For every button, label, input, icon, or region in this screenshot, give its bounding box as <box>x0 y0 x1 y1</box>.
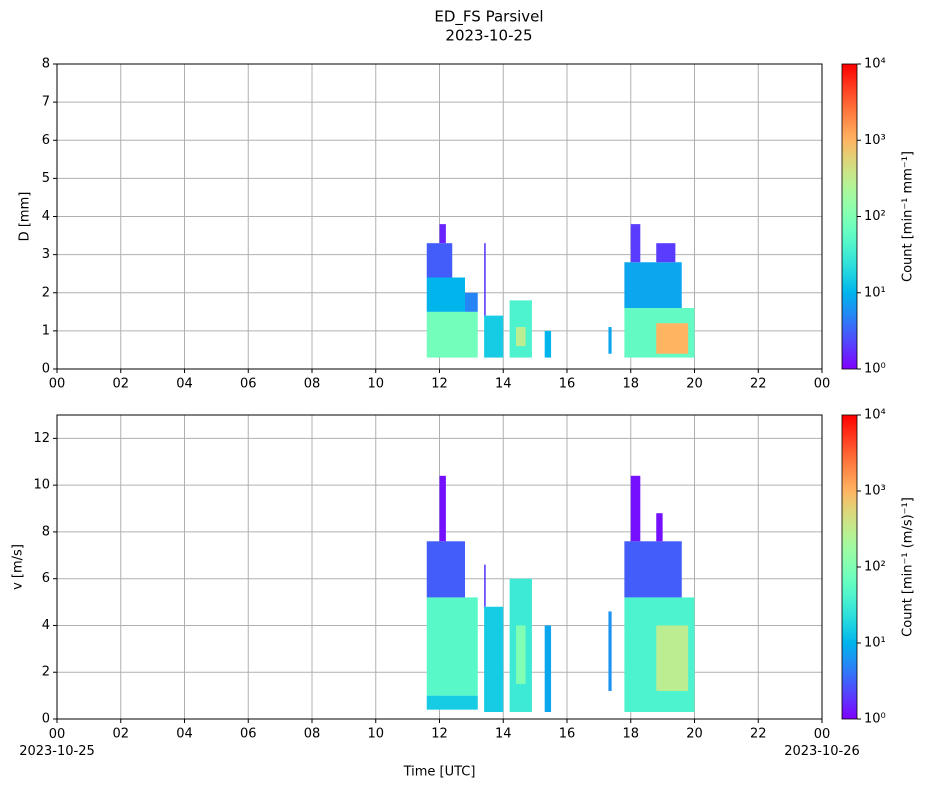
y-tick-label: 8 <box>42 524 50 539</box>
y-tick-label: 10 <box>33 478 50 493</box>
colorbar-label: Count [min⁻¹ (m/s)⁻¹] <box>901 497 916 637</box>
heatmap-cell <box>426 541 465 598</box>
y-tick-label: 0 <box>42 712 50 727</box>
heatmap-cell <box>516 625 526 684</box>
colorbar-tick-label: 10⁰ <box>864 712 886 727</box>
heatmap-cell <box>516 327 526 347</box>
y-tick-label: 5 <box>42 171 50 186</box>
heatmap-cell <box>426 311 478 358</box>
y-axis-label: D [mm] <box>18 192 33 242</box>
heatmap-cell <box>656 513 663 542</box>
heatmap-cell <box>484 606 504 712</box>
x-tick-label: 08 <box>304 727 321 742</box>
y-tick-label: 6 <box>42 571 50 586</box>
y-tick-label: 2 <box>42 285 50 300</box>
y-tick-label: 1 <box>42 323 50 338</box>
y-tick-label: 0 <box>42 362 50 377</box>
x-tick-label: 12 <box>431 727 448 742</box>
x-tick-label: 10 <box>367 727 384 742</box>
heatmap-cell <box>426 695 478 710</box>
x-tick-label: 10 <box>367 377 384 392</box>
heatmap-cell <box>426 597 478 696</box>
y-tick-label: 12 <box>33 431 50 446</box>
y-axis-label: v [m/s] <box>11 544 26 590</box>
colorbar-tick-label: 10⁴ <box>864 57 886 72</box>
x-tick-label: 20 <box>686 727 703 742</box>
colorbar-tick-label: 10¹ <box>864 636 886 651</box>
x-tick-label: 16 <box>559 727 576 742</box>
x-tick-label: 14 <box>495 377 512 392</box>
x-tick-label: 04 <box>176 727 193 742</box>
x-tick-label: 08 <box>304 377 321 392</box>
x-tick-label: 16 <box>559 377 576 392</box>
heatmap-cell <box>484 243 486 316</box>
heatmap-cell <box>465 292 478 312</box>
x-tick-label: 14 <box>495 727 512 742</box>
colorbar-tick-label: 10³ <box>864 484 886 499</box>
heatmap-cell <box>630 475 641 542</box>
heatmap-cell <box>656 323 689 354</box>
x-tick-label: 22 <box>750 377 767 392</box>
heatmap-cell <box>630 224 641 263</box>
heatmap-cell <box>484 315 504 358</box>
heatmap-cell <box>426 277 465 312</box>
heatmap-cell <box>656 243 676 263</box>
x-tick-label: 06 <box>240 727 257 742</box>
x-tick-label: 12 <box>431 377 448 392</box>
x-tick-label: 18 <box>622 377 639 392</box>
heatmap-cell <box>484 564 486 607</box>
colorbar-tick-label: 10⁰ <box>864 362 886 377</box>
colorbar <box>841 414 858 720</box>
heatmap-cell <box>426 243 453 278</box>
heatmap-cell <box>544 330 552 358</box>
heatmap-cell <box>608 327 612 354</box>
colorbar-tick-label: 10³ <box>864 133 886 148</box>
x-tick-label: 00 2023-10-25 <box>19 727 95 759</box>
x-tick-label: 18 <box>622 727 639 742</box>
colorbar <box>841 63 858 370</box>
colorbar-tick-label: 10² <box>864 209 886 224</box>
figure-subtitle: 2023-10-25 <box>445 27 532 45</box>
x-tick-label: 22 <box>750 727 767 742</box>
y-tick-label: 4 <box>42 618 50 633</box>
heatmap-cell <box>656 625 689 691</box>
y-tick-label: 2 <box>42 665 50 680</box>
x-tick-label: 00 2023-10-26 <box>784 727 860 759</box>
heatmap-cell <box>624 541 682 598</box>
heatmap-cell <box>439 475 446 542</box>
y-tick-label: 6 <box>42 133 50 148</box>
y-tick-label: 8 <box>42 57 50 72</box>
figure-title: ED_FS Parsivel <box>434 8 543 27</box>
x-tick-label: 00 <box>49 377 66 392</box>
x-tick-label: 02 <box>112 377 129 392</box>
heatmap-cell <box>608 611 612 691</box>
colorbar-tick-label: 10⁴ <box>864 408 886 423</box>
y-tick-label: 4 <box>42 209 50 224</box>
y-tick-label: 3 <box>42 247 50 262</box>
x-tick-label: 00 <box>814 377 831 392</box>
heatmap-cell <box>544 625 552 712</box>
x-tick-label: 02 <box>112 727 129 742</box>
heatmap-cell <box>439 224 446 244</box>
colorbar-label: Count [min⁻¹ mm⁻¹] <box>901 151 916 282</box>
x-tick-label: 06 <box>240 377 257 392</box>
y-tick-label: 7 <box>42 95 50 110</box>
heatmap-cell <box>624 262 682 308</box>
x-axis-label: Time [UTC] <box>403 765 476 780</box>
x-tick-label: 04 <box>176 377 193 392</box>
colorbar-tick-label: 10¹ <box>864 285 886 300</box>
colorbar-tick-label: 10² <box>864 560 886 575</box>
x-tick-label: 20 <box>686 377 703 392</box>
